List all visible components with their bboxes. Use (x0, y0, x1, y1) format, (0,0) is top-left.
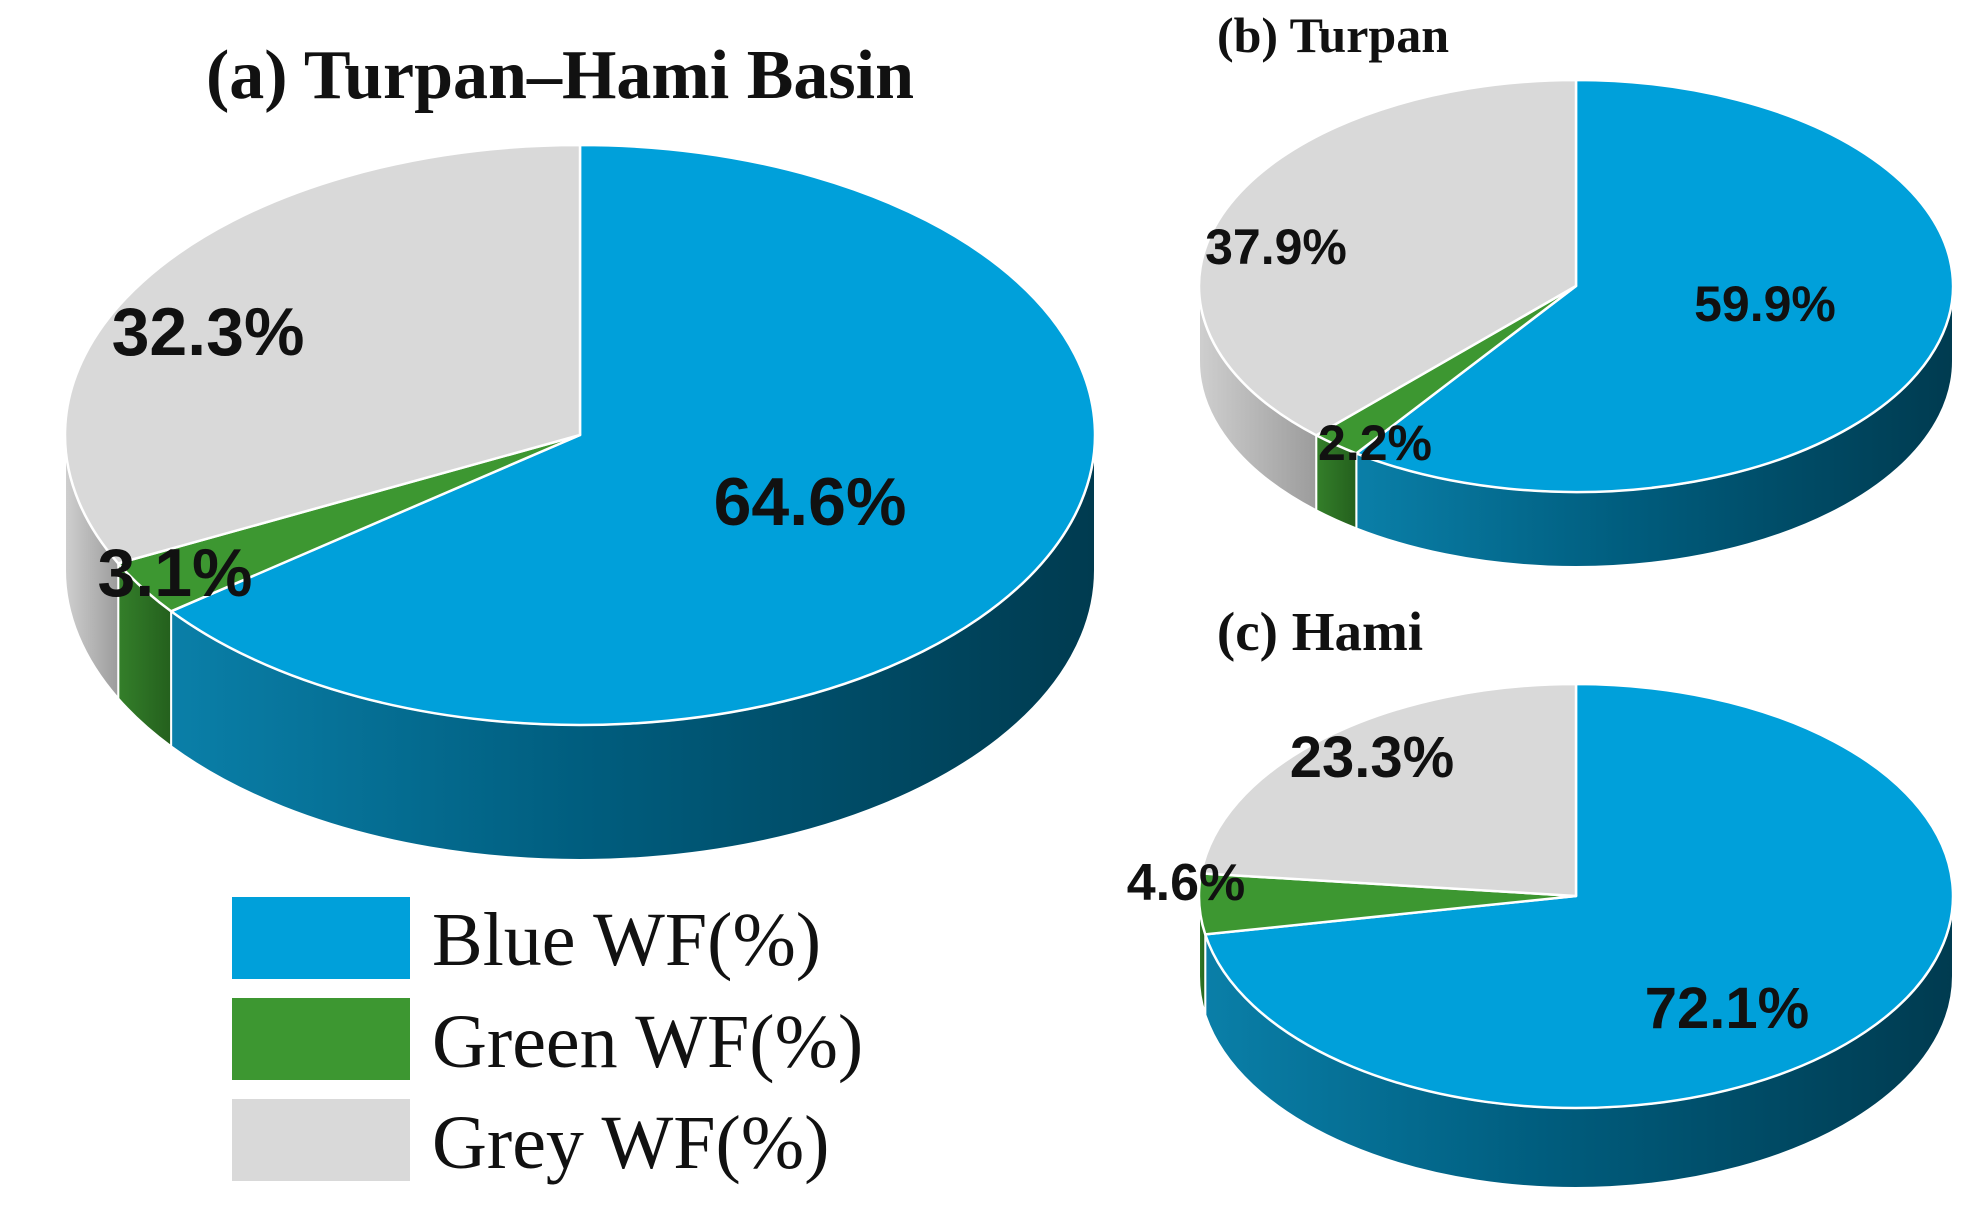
legend-swatch-grey (232, 1099, 410, 1181)
pie-slice-grey (1199, 682, 1578, 898)
data-label-grey: 32.3% (112, 294, 305, 370)
legend: Blue WF(%) Green WF(%) Grey WF(%) (232, 897, 863, 1185)
chart-title: (a) Turpan–Hami Basin (206, 37, 914, 114)
chart-title: (c) Hami (1217, 601, 1423, 662)
pie-sides (64, 434, 1096, 861)
legend-item-grey: Grey WF(%) (232, 1099, 829, 1185)
data-label-green: 4.6% (1127, 854, 1246, 912)
legend-label-grey: Grey WF(%) (432, 1101, 829, 1185)
pie-slice-blue (1203, 682, 1955, 1110)
pie-slices (1197, 78, 1955, 494)
pie-chart-turpan-hami-basin: (a) Turpan–Hami Basin 64.6% 3.1% 32.3% (63, 37, 1097, 861)
pie-slice-blue (1355, 78, 1955, 494)
legend-label-blue: Blue WF(%) (432, 898, 821, 982)
legend-item-blue: Blue WF(%) (232, 897, 821, 982)
data-labels: 64.6% 3.1% 32.3% (98, 294, 907, 611)
pie-slices (1197, 682, 1955, 1110)
data-labels: 72.1% 4.6% 23.3% (1127, 725, 1810, 1041)
data-label-green: 2.2% (1318, 415, 1432, 471)
data-label-blue: 59.9% (1694, 276, 1836, 332)
legend-swatch-blue (232, 897, 410, 979)
data-label-grey: 23.3% (1290, 725, 1454, 790)
pie-slice-blue (169, 143, 1097, 727)
data-label-blue: 72.1% (1645, 976, 1809, 1041)
pie-chart-hami: (c) Hami 72.1% 4.6% 23.3% (1127, 601, 1955, 1189)
pie-chart-turpan: (b) Turpan 59.9% 2.2% 37.9% (1197, 7, 1955, 568)
legend-item-green: Green WF(%) (232, 998, 863, 1084)
data-label-green: 3.1% (98, 535, 253, 611)
chart-title: (b) Turpan (1217, 7, 1449, 63)
data-label-grey: 37.9% (1205, 219, 1347, 275)
legend-swatch-green (232, 998, 410, 1080)
pie-slice-grey (1197, 78, 1578, 437)
legend-label-green: Green WF(%) (432, 1000, 863, 1084)
data-labels: 59.9% 2.2% 37.9% (1205, 219, 1836, 471)
pie-slices (63, 143, 1097, 727)
pie-slice-grey (63, 143, 582, 565)
data-label-blue: 64.6% (714, 464, 907, 540)
